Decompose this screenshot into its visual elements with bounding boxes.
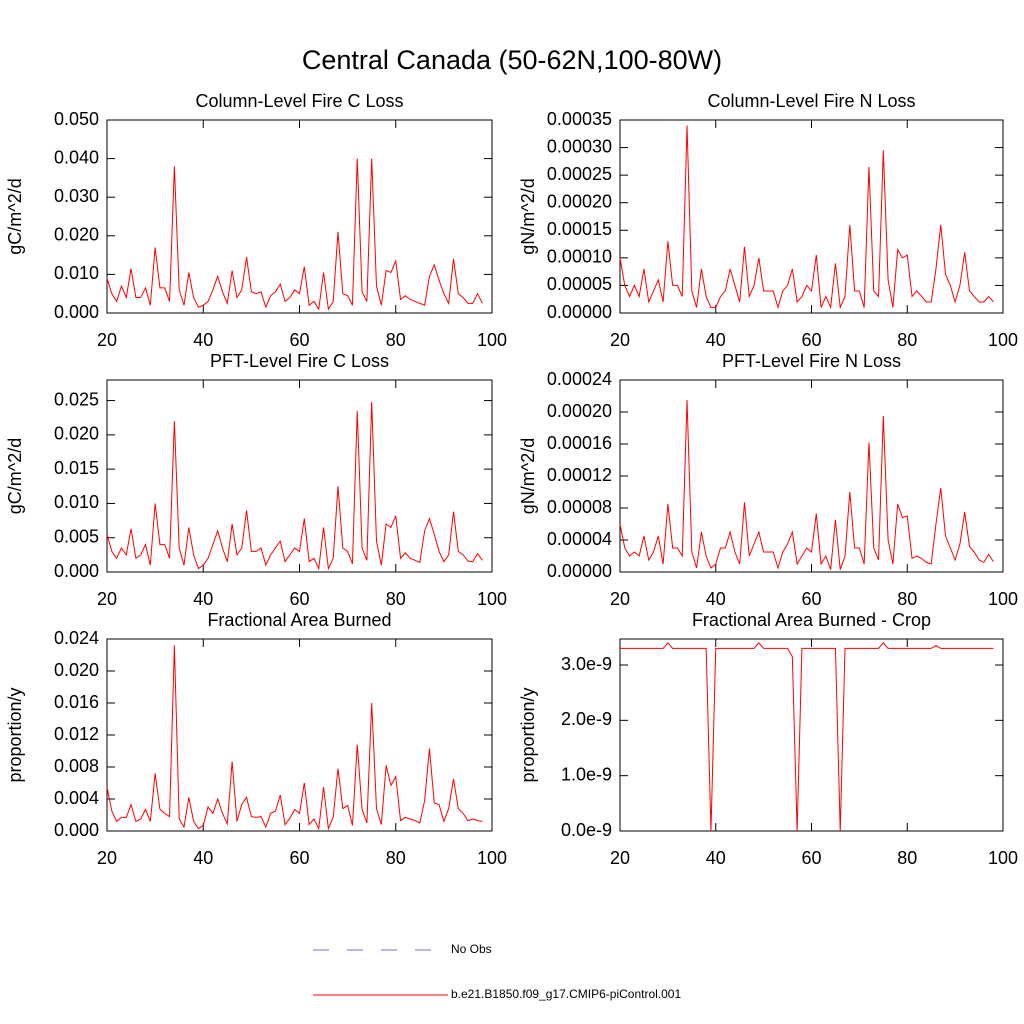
y-tick-label: 0.008 bbox=[54, 756, 99, 776]
y-tick-label: 0.040 bbox=[54, 147, 99, 167]
y-tick-label: 2.0e-9 bbox=[561, 709, 612, 729]
x-tick-label: 60 bbox=[289, 848, 309, 868]
y-tick-label: 0.00005 bbox=[547, 274, 612, 294]
y-tick-label: 0.005 bbox=[54, 526, 99, 546]
x-tick-label: 20 bbox=[610, 848, 630, 868]
x-tick-label: 20 bbox=[97, 848, 117, 868]
x-tick-label: 60 bbox=[289, 589, 309, 609]
y-tick-label: 1.0e-9 bbox=[561, 764, 612, 784]
y-tick-label: 0.000 bbox=[54, 820, 99, 840]
x-tick-label: 100 bbox=[477, 589, 507, 609]
legend-label: No Obs bbox=[451, 942, 492, 956]
x-tick-label: 40 bbox=[193, 589, 213, 609]
x-tick-label: 40 bbox=[193, 848, 213, 868]
panel-title: Column-Level Fire C Loss bbox=[195, 91, 403, 111]
x-tick-label: 20 bbox=[97, 589, 117, 609]
x-tick-label: 20 bbox=[610, 330, 630, 350]
data-line bbox=[619, 399, 994, 570]
y-tick-label: 0.020 bbox=[54, 225, 99, 245]
y-tick-label: 0.0e-9 bbox=[561, 820, 612, 840]
data-line bbox=[106, 158, 483, 311]
y-axis-label: gC/m^2/d bbox=[5, 438, 25, 514]
y-axis-label: gC/m^2/d bbox=[5, 178, 25, 254]
x-tick-label: 40 bbox=[706, 589, 726, 609]
x-tick-label: 80 bbox=[897, 330, 917, 350]
y-tick-label: 0.012 bbox=[54, 724, 99, 744]
y-tick-label: 0.020 bbox=[54, 660, 99, 680]
y-tick-label: 0.015 bbox=[54, 458, 99, 478]
y-tick-label: 0.004 bbox=[54, 788, 99, 808]
panel-title: PFT-Level Fire N Loss bbox=[722, 351, 901, 371]
x-tick-label: 100 bbox=[477, 330, 507, 350]
legend-label: b.e21.B1850.f09_g17.CMIP6-piControl.001 bbox=[451, 987, 681, 1001]
y-tick-label: 0.00016 bbox=[547, 433, 612, 453]
x-tick-label: 40 bbox=[706, 848, 726, 868]
y-axis-label: gN/m^2/d bbox=[518, 178, 538, 254]
x-tick-label: 80 bbox=[386, 330, 406, 350]
plot-frame bbox=[106, 119, 493, 314]
y-tick-label: 0.030 bbox=[54, 186, 99, 206]
plot-frame bbox=[106, 379, 493, 573]
y-axis-label: gN/m^2/d bbox=[518, 438, 538, 514]
y-tick-label: 0.025 bbox=[54, 389, 99, 409]
x-tick-label: 100 bbox=[477, 848, 507, 868]
y-tick-label: 0.050 bbox=[54, 109, 99, 129]
y-tick-label: 0.010 bbox=[54, 263, 99, 283]
y-tick-label: 0.00024 bbox=[547, 369, 612, 389]
y-tick-label: 0.000 bbox=[54, 302, 99, 322]
y-tick-label: 0.00010 bbox=[547, 247, 612, 267]
y-tick-label: 3.0e-9 bbox=[561, 654, 612, 674]
x-tick-label: 60 bbox=[289, 330, 309, 350]
x-tick-label: 60 bbox=[801, 330, 821, 350]
x-tick-label: 80 bbox=[386, 589, 406, 609]
y-tick-label: 0.00000 bbox=[547, 302, 612, 322]
data-line bbox=[106, 645, 483, 831]
y-tick-label: 0.00020 bbox=[547, 191, 612, 211]
x-tick-label: 80 bbox=[897, 848, 917, 868]
plot-frame bbox=[619, 119, 1004, 314]
panel-title: Fractional Area Burned - Crop bbox=[692, 610, 931, 630]
y-tick-label: 0.00025 bbox=[547, 164, 612, 184]
y-tick-label: 0.00000 bbox=[547, 561, 612, 581]
y-tick-label: 0.00015 bbox=[547, 219, 612, 239]
y-tick-label: 0.016 bbox=[54, 692, 99, 712]
plot-frame bbox=[619, 638, 1004, 832]
figure-title: Central Canada (50-62N,100-80W) bbox=[302, 45, 722, 75]
y-axis-label: proportion/y bbox=[5, 687, 25, 782]
y-tick-label: 0.00004 bbox=[547, 529, 612, 549]
y-tick-label: 0.00035 bbox=[547, 109, 612, 129]
y-tick-label: 0.020 bbox=[54, 424, 99, 444]
y-tick-label: 0.024 bbox=[54, 628, 99, 648]
x-tick-label: 40 bbox=[193, 330, 213, 350]
x-tick-label: 100 bbox=[988, 848, 1018, 868]
y-tick-label: 0.010 bbox=[54, 492, 99, 512]
y-tick-label: 0.000 bbox=[54, 561, 99, 581]
x-tick-label: 60 bbox=[801, 848, 821, 868]
y-axis-label: proportion/y bbox=[518, 687, 538, 782]
x-tick-label: 20 bbox=[610, 589, 630, 609]
plot-frame bbox=[619, 379, 1004, 573]
x-tick-label: 40 bbox=[706, 330, 726, 350]
y-tick-label: 0.00020 bbox=[547, 401, 612, 421]
x-tick-label: 100 bbox=[988, 589, 1018, 609]
panel-title: PFT-Level Fire C Loss bbox=[210, 351, 389, 371]
data-line bbox=[619, 125, 994, 310]
y-tick-label: 0.00008 bbox=[547, 497, 612, 517]
data-line bbox=[106, 401, 483, 571]
x-tick-label: 60 bbox=[801, 589, 821, 609]
panel-title: Column-Level Fire N Loss bbox=[707, 91, 915, 111]
x-tick-label: 80 bbox=[897, 589, 917, 609]
x-tick-label: 20 bbox=[97, 330, 117, 350]
y-tick-label: 0.00012 bbox=[547, 465, 612, 485]
x-tick-label: 100 bbox=[988, 330, 1018, 350]
data-line bbox=[620, 642, 994, 832]
panel-title: Fractional Area Burned bbox=[207, 610, 391, 630]
x-tick-label: 80 bbox=[386, 848, 406, 868]
y-tick-label: 0.00030 bbox=[547, 136, 612, 156]
